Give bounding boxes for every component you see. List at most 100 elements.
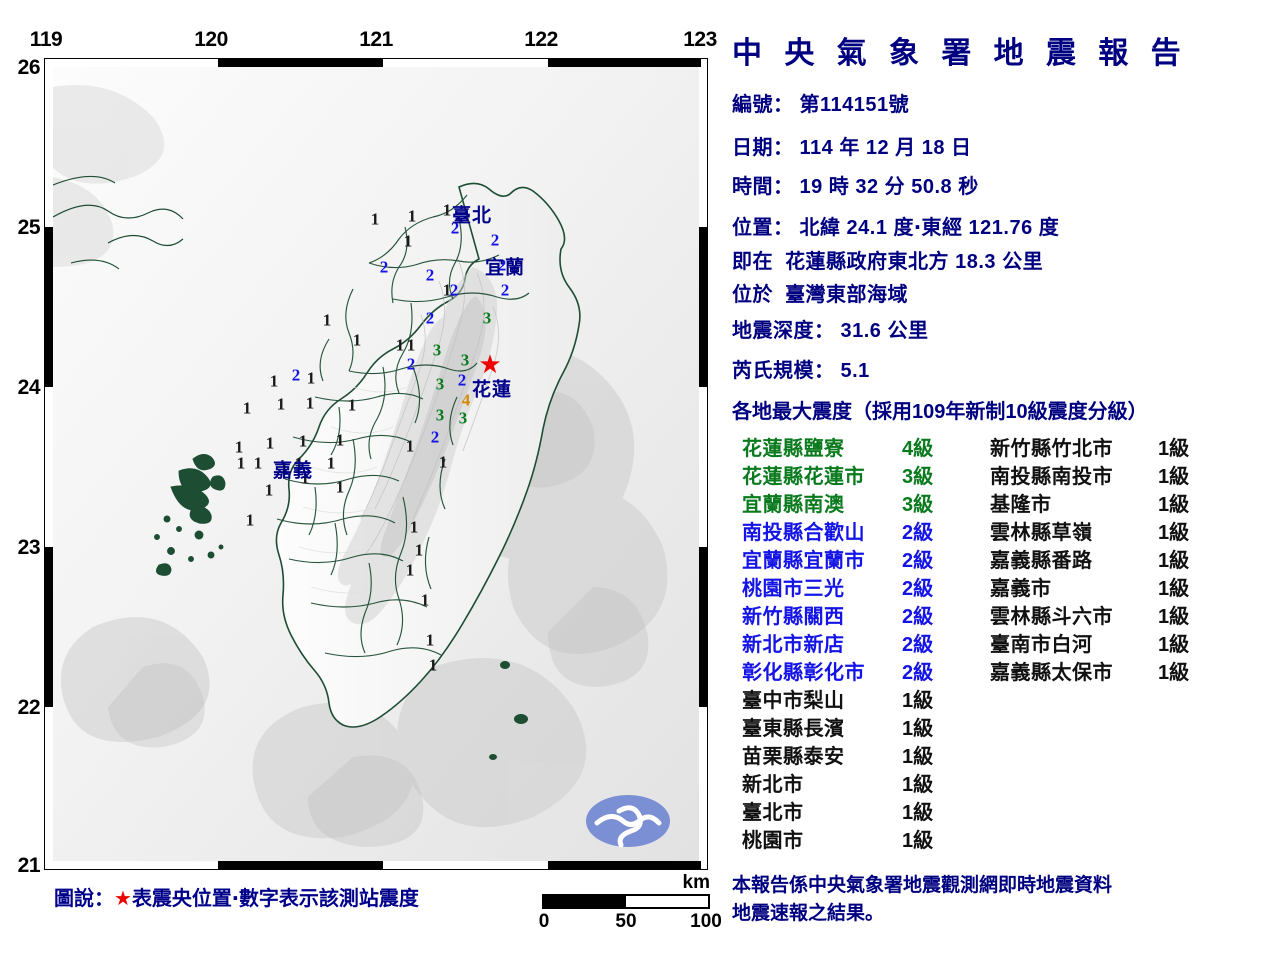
cwa-logo-icon: [585, 793, 671, 849]
intensity-row: 新竹縣竹北市 1級: [978, 432, 1228, 460]
info-line-region-value: 臺灣東部海域: [785, 284, 909, 306]
info-line-position-value: 北緯 24.1 度‧東經 121.76 度: [799, 217, 1060, 239]
station-intensity-mark: 1: [438, 452, 448, 472]
lon-tick: 123: [683, 28, 717, 51]
intensity-row: 基隆市 1級: [978, 488, 1228, 516]
intensity-level: 1級: [1158, 466, 1190, 488]
intensity-row: 花蓮縣鹽寮 4級: [732, 432, 972, 460]
station-intensity-mark: 2: [449, 280, 459, 300]
intensity-place: 臺南市白河: [990, 634, 1093, 656]
intensity-place: 苗栗縣泰安: [742, 746, 845, 768]
intensity-row: 臺中市梨山 1級: [732, 684, 972, 712]
lon-tick: 122: [524, 28, 558, 51]
station-intensity-mark: 1: [245, 510, 255, 530]
city-label-宜蘭: 宜蘭: [484, 257, 526, 279]
intensity-row: 嘉義縣番路 1級: [978, 544, 1228, 572]
info-line-magnitude: 芮氏規模： 5.1: [732, 354, 870, 383]
station-intensity-mark: 1: [414, 540, 424, 560]
station-intensity-mark: 1: [405, 436, 415, 456]
intensity-place: 彰化縣彰化市: [742, 662, 865, 684]
longitude-axis: 119 120 121 122 123: [0, 28, 717, 58]
intensity-level: 1級: [902, 802, 934, 824]
station-intensity-mark: 3: [432, 340, 442, 360]
station-intensity-mark: 1: [305, 393, 315, 413]
info-line-position: 位置： 北緯 24.1 度‧東經 121.76 度: [732, 211, 1059, 240]
scale-tick: 0: [538, 911, 550, 932]
intensity-row: 嘉義縣太保市 1級: [978, 656, 1228, 684]
station-intensity-mark: 1: [409, 517, 419, 537]
station-intensity-mark: 1: [407, 206, 417, 226]
lat-tick: 23: [17, 536, 41, 559]
station-intensity-mark: 1: [264, 480, 274, 500]
station-intensity-mark: 1: [242, 398, 252, 418]
station-intensity-mark: 1: [326, 453, 336, 473]
intensity-level: 1級: [902, 718, 934, 740]
info-line-relative: 即在 花蓮縣政府東北方 18.3 公里: [732, 245, 1043, 274]
intensity-place: 花蓮縣花蓮市: [742, 466, 865, 488]
intensity-row: 花蓮縣花蓮市 3級: [732, 460, 972, 488]
intensity-level: 2級: [902, 634, 934, 656]
intensity-place: 嘉義縣番路: [990, 550, 1093, 572]
intensity-level: 3級: [902, 494, 934, 516]
map-panel: 119 120 121 122 123 26 25 24 23 22 21: [0, 28, 722, 950]
intensity-row: 彰化縣彰化市 2級: [732, 656, 972, 684]
intensity-level: 1級: [1158, 550, 1190, 572]
station-intensity-mark: 2: [291, 365, 301, 385]
intensity-column-left: 花蓮縣鹽寮 4級花蓮縣花蓮市 3級 宜蘭縣南澳 3級 南投縣合歡山 2級宜蘭縣宜蘭市 2級桃園…: [732, 432, 972, 852]
info-line-date-value: 114 年 12 月 18 日: [799, 137, 972, 159]
station-intensity-mark: 1: [234, 437, 244, 457]
station-intensity-mark: 1: [428, 655, 438, 675]
intensity-level: 3級: [902, 466, 934, 488]
intensity-row: 新北市 1級: [732, 768, 972, 796]
station-intensity-mark: 1: [370, 209, 380, 229]
info-line-region: 位於 臺灣東部海域: [732, 278, 908, 307]
intensity-level: 1級: [1158, 578, 1190, 600]
intensity-row: 宜蘭縣南澳 3級: [732, 488, 972, 516]
intensity-place: 新竹縣竹北市: [990, 438, 1113, 460]
intensity-level: 2級: [902, 522, 934, 544]
info-line-time: 時間： 19 時 32 分 50.8 秒: [732, 170, 979, 199]
graticule-bar-left: [45, 67, 205, 861]
intensity-row: 嘉義市 1級: [978, 572, 1228, 600]
scale-tick-labels: 0 50 100: [538, 909, 722, 935]
station-intensity-mark: 1: [269, 371, 279, 391]
station-intensity-mark: 1: [395, 335, 405, 355]
intensity-row: 南投縣合歡山 2級: [732, 516, 972, 544]
intensity-place: 雲林縣斗六市: [990, 606, 1113, 628]
intensity-place: 新竹縣關西: [742, 606, 845, 628]
intensity-level: 2級: [902, 550, 934, 572]
map-legend: 圖說：★表震央位置‧數字表示該測站震度 km 0 50 100: [44, 872, 722, 950]
station-intensity-mark: 1: [298, 431, 308, 451]
station-intensity-mark: 2: [425, 308, 435, 328]
scale-tick: 100: [690, 911, 722, 932]
report-footnote: 本報告係中央氣象署地震觀測網即時地震資料 地震速報之結果。: [732, 872, 1112, 927]
lat-tick: 26: [17, 56, 41, 79]
info-line-time-value: 19 時 32 分 50.8 秒: [799, 176, 979, 198]
station-intensity-mark: 2: [500, 280, 510, 300]
intensity-level: 1級: [902, 830, 934, 852]
intensity-row: 臺北市 1級: [732, 796, 972, 824]
info-line-time-label: 時間：: [732, 176, 794, 198]
intensity-row: 桃園市 1級: [732, 824, 972, 852]
intensity-section-header: 各地最大震度（採用109年新制10級震度分級）: [732, 401, 1148, 423]
lon-tick: 120: [194, 28, 228, 51]
station-intensity-mark: 1: [406, 335, 416, 355]
earthquake-report-panel: 中 央 氣 象 署 地 震 報 告 編號： 第114151號 日期： 114 年 1…: [716, 0, 1280, 960]
station-intensity-mark: 2: [406, 354, 416, 374]
intensity-place: 基隆市: [990, 494, 1052, 516]
footnote-line-1: 本報告係中央氣象署地震觀測網即時地震資料: [732, 875, 1113, 896]
info-line-depth-value: 31.6 公里: [840, 320, 929, 342]
info-line-number: 編號： 第114151號: [732, 88, 909, 117]
lon-tick: 121: [359, 28, 393, 51]
station-intensity-mark: 2: [457, 370, 467, 390]
intensity-place: 宜蘭縣宜蘭市: [742, 550, 865, 572]
info-line-depth-label: 地震深度：: [732, 320, 835, 342]
station-intensity-mark: 1: [335, 430, 345, 450]
intensity-level: 2級: [902, 662, 934, 684]
intensity-row: 宜蘭縣宜蘭市 2級: [732, 544, 972, 572]
intensity-row: 新北市新店 2級: [732, 628, 972, 656]
footnote-line-2: 地震速報之結果。: [732, 902, 885, 924]
intensity-level: 1級: [1158, 634, 1190, 656]
station-intensity-mark: 1: [265, 433, 275, 453]
station-intensity-mark: 1: [420, 590, 430, 610]
